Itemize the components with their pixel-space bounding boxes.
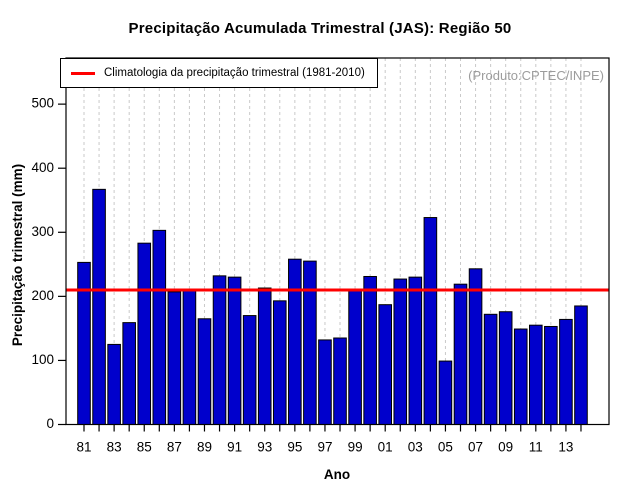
x-tick-label-1991: 91 <box>227 440 242 455</box>
y-tick-label-200: 200 <box>31 288 54 303</box>
bar-2012 <box>544 325 558 425</box>
bar-2009 <box>498 311 513 426</box>
chart-title: Precipitação Acumulada Trimestral (JAS):… <box>128 20 512 37</box>
y-tick-label-400: 400 <box>31 160 54 175</box>
x-tick-label-1997: 97 <box>317 440 332 455</box>
bar-2002 <box>393 278 408 425</box>
bar-2008 <box>483 313 498 425</box>
bar-1997 <box>318 339 332 425</box>
bar-1984 <box>122 322 136 426</box>
bar-1996 <box>303 260 317 425</box>
legend-label: Climatologia da precipitação trimestral … <box>104 67 365 79</box>
y-axis-title: Precipitação trimestral (mm) <box>10 164 25 346</box>
bar-1987 <box>167 291 182 425</box>
x-tick-label-1987: 87 <box>167 440 182 455</box>
bar-1995 <box>288 258 302 425</box>
bar-2006 <box>453 283 468 425</box>
bar-1985 <box>137 242 152 425</box>
y-tick-label-100: 100 <box>31 352 54 367</box>
y-tick-label-300: 300 <box>31 224 54 239</box>
bar-2000 <box>363 275 377 425</box>
producer-credit: (Produto:CPTEC/INPE) <box>468 68 604 83</box>
bar-1991 <box>227 276 242 426</box>
bar-2004 <box>423 217 438 425</box>
legend: Climatologia da precipitação trimestral … <box>60 58 378 88</box>
bar-1992 <box>242 315 257 425</box>
bar-1988 <box>182 289 197 425</box>
bar-1989 <box>197 318 212 425</box>
y-tick-label-0: 0 <box>46 416 54 431</box>
x-tick-label-2005: 05 <box>438 440 453 455</box>
x-tick-label-1981: 81 <box>76 440 91 455</box>
plot-generated-layers: 0 100 200 300 400 500 81 83 85 87 89 91 93 95 97 99 01 03… <box>31 57 610 455</box>
x-tick-label-2003: 03 <box>408 440 423 455</box>
x-tick-label-2001: 01 <box>378 440 393 455</box>
y-tick-label-500: 500 <box>31 96 54 111</box>
bar-2005 <box>438 360 453 426</box>
bar-2010 <box>513 328 528 426</box>
x-tick-label-2011: 11 <box>529 440 543 455</box>
bar-1983 <box>107 343 121 425</box>
climatology-line-sample-icon <box>71 71 95 75</box>
bar-1990 <box>212 275 227 425</box>
x-tick-label-1995: 95 <box>287 440 302 455</box>
x-tick-label-1989: 89 <box>197 440 212 455</box>
bar-2001 <box>378 304 392 425</box>
bar-2014 <box>574 305 588 426</box>
x-tick-label-1985: 85 <box>137 440 152 455</box>
x-tick-label-1983: 83 <box>107 440 122 455</box>
x-axis-title: Ano <box>324 467 350 482</box>
x-tick-label-2013: 13 <box>558 440 573 455</box>
x-tick-label-1993: 93 <box>257 440 272 455</box>
x-tick-label-2007: 07 <box>468 440 483 455</box>
bar-2007 <box>468 268 483 425</box>
x-tick-label-2009: 09 <box>498 440 513 455</box>
bar-1982 <box>92 188 106 425</box>
bar-2003 <box>408 276 423 426</box>
bar-1994 <box>272 300 287 425</box>
x-tick-label-1999: 99 <box>348 440 363 455</box>
bar-2011 <box>529 324 543 425</box>
bar-1981 <box>77 261 91 425</box>
bar-1986 <box>152 229 167 425</box>
bar-1993 <box>257 287 272 425</box>
bar-1998 <box>333 337 347 426</box>
bar-1999 <box>348 290 362 426</box>
bar-2013 <box>559 318 573 426</box>
